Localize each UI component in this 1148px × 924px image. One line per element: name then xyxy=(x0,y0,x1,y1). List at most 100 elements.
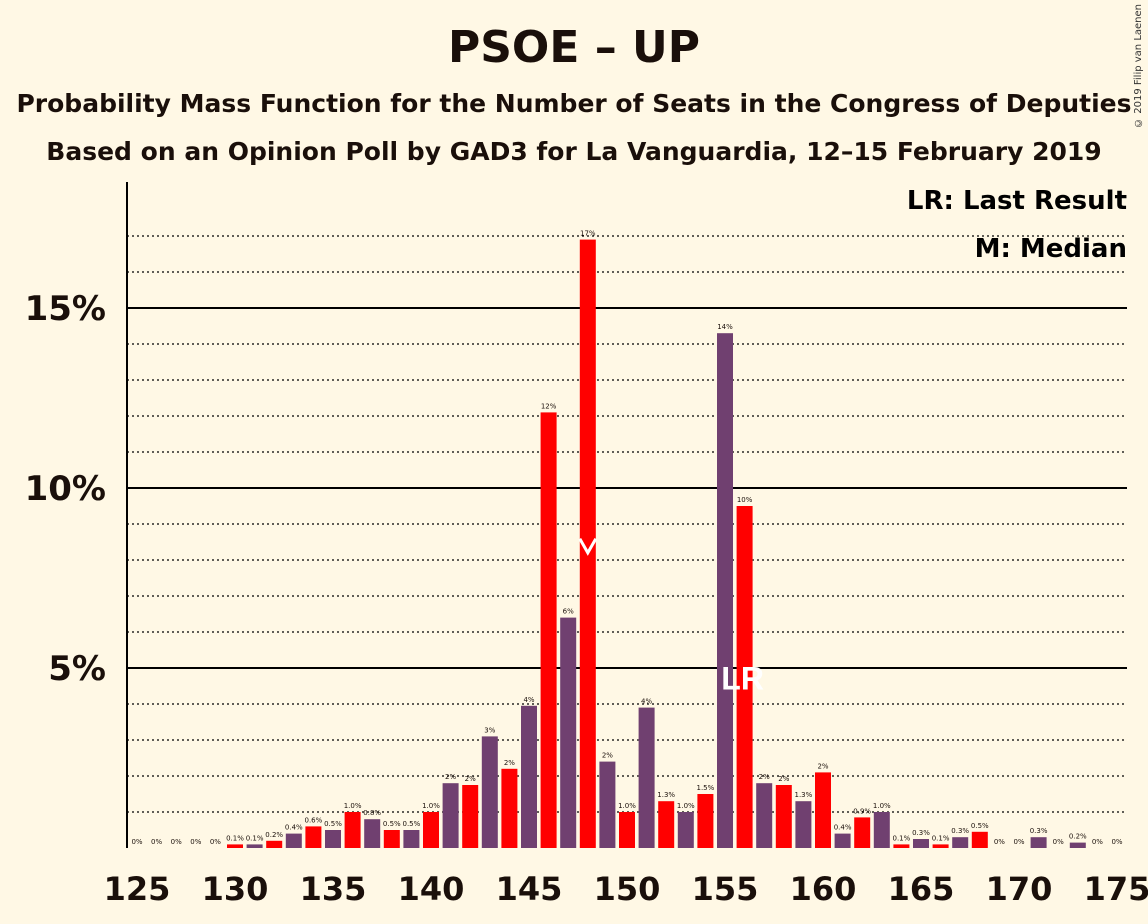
x-tick-label: 150 xyxy=(594,870,661,908)
bar-seat-147 xyxy=(560,617,577,848)
bar-label: 0% xyxy=(994,838,1005,846)
y-tick-label: 10% xyxy=(25,469,106,509)
bar-seat-154 xyxy=(697,794,714,848)
bar-seat-152 xyxy=(658,801,675,848)
bar-label: 0.1% xyxy=(226,834,244,842)
bar-seat-153 xyxy=(677,812,694,848)
bar-label: 10% xyxy=(737,496,753,504)
bar-seat-166 xyxy=(932,844,949,848)
bars xyxy=(227,239,1086,849)
legend-median: M: Median xyxy=(975,234,1127,264)
bar-label: 12% xyxy=(541,402,557,410)
grid-lines xyxy=(127,235,1127,813)
bar-label: 2% xyxy=(465,775,476,783)
bar-seat-163 xyxy=(873,812,890,848)
bar-label: 6% xyxy=(563,608,574,616)
bar-label: 0% xyxy=(210,838,221,846)
bar-seat-145 xyxy=(521,705,537,848)
bar-seat-148 xyxy=(579,239,596,849)
bar-label: 0.1% xyxy=(893,834,911,842)
chart-source-subtitle: Based on an Opinion Poll by GAD3 for La … xyxy=(46,137,1102,166)
bar-label: 4% xyxy=(641,698,652,706)
bar-label: 1.0% xyxy=(344,802,362,810)
bar-label: 0% xyxy=(190,838,201,846)
bar-seat-133 xyxy=(285,833,302,848)
bar-label: 0.1% xyxy=(246,834,264,842)
bar-label: 2% xyxy=(504,759,515,767)
chart-subtitle: Probability Mass Function for the Number… xyxy=(16,89,1132,118)
bar-seat-138 xyxy=(383,830,400,848)
bar-label: 0.5% xyxy=(971,822,989,830)
bar-seat-158 xyxy=(775,785,792,848)
x-tick-label: 135 xyxy=(300,870,367,908)
x-tick-label: 170 xyxy=(986,870,1053,908)
bar-label: 0.9% xyxy=(853,807,871,815)
bar-label: 2% xyxy=(817,762,828,770)
bar-seat-167 xyxy=(952,837,969,848)
bar-label: 0.8% xyxy=(363,809,381,817)
bar-label: 0.5% xyxy=(403,820,421,828)
bar-label: 2% xyxy=(445,773,456,781)
median-marker xyxy=(578,538,598,556)
bar-seat-159 xyxy=(795,801,812,848)
bar-label: 1.3% xyxy=(795,791,813,799)
bar-seat-173 xyxy=(1069,842,1086,848)
bar-label: 0.6% xyxy=(305,816,323,824)
chart-title: PSOE – UP xyxy=(447,22,700,73)
bar-seat-161 xyxy=(834,833,851,848)
markers: LR xyxy=(578,538,764,697)
bar-seat-143 xyxy=(481,736,498,848)
bar-seat-156 xyxy=(736,506,753,848)
bar-seat-140 xyxy=(423,812,439,848)
bar-label: 3% xyxy=(484,726,495,734)
x-tick-label: 145 xyxy=(496,870,563,908)
bar-label: 0.2% xyxy=(1069,833,1087,841)
bar-seat-171 xyxy=(1030,837,1047,848)
x-tick-label: 175 xyxy=(1084,870,1148,908)
bar-seat-146 xyxy=(540,412,557,848)
bar-seat-164 xyxy=(893,844,910,848)
bar-seat-144 xyxy=(501,768,518,848)
bar-label: 2% xyxy=(602,752,613,760)
bar-label: 14% xyxy=(717,323,733,331)
x-tick-label: 165 xyxy=(888,870,955,908)
bar-seat-139 xyxy=(403,830,420,848)
bar-seat-131 xyxy=(246,844,263,848)
bar-seat-168 xyxy=(971,831,988,848)
bar-label: 1.0% xyxy=(677,802,695,810)
bar-seat-136 xyxy=(344,812,361,848)
bar-seat-151 xyxy=(638,707,655,848)
bar-seat-142 xyxy=(462,785,479,848)
bar-label: 0% xyxy=(1053,838,1064,846)
bar-label: 0% xyxy=(171,838,182,846)
bar-value-labels: 0% 0% 0% 0% 0% 0.1% 0.1% 0.2%0.4%0.6% 0.5%1.0%0.… xyxy=(131,230,1122,846)
tick-labels: 125 130 135 140 145 150 155 160 165 170 175 5% 10% 15… xyxy=(25,289,1148,908)
bar-label: 0.4% xyxy=(834,824,852,832)
bar-label: 0% xyxy=(151,838,162,846)
bar-seat-155 xyxy=(717,333,733,848)
bar-label: 0.3% xyxy=(912,829,930,837)
bar-seat-130 xyxy=(227,844,243,848)
bar-label: 1.0% xyxy=(618,802,636,810)
bar-seat-135 xyxy=(325,830,341,848)
bar-label: 1.0% xyxy=(873,802,891,810)
bar-label: 1.3% xyxy=(657,791,675,799)
x-tick-label: 160 xyxy=(790,870,857,908)
bar-label: 0% xyxy=(1013,838,1024,846)
bar-seat-141 xyxy=(442,783,459,848)
x-tick-label: 155 xyxy=(692,870,759,908)
bar-label: 2% xyxy=(778,775,789,783)
x-tick-label: 130 xyxy=(202,870,269,908)
legend-last-result: LR: Last Result xyxy=(907,186,1127,216)
bar-seat-157 xyxy=(756,783,773,848)
bar-label: 4% xyxy=(523,696,534,704)
bar-seat-134 xyxy=(305,826,322,848)
bar-label: 1.0% xyxy=(422,802,440,810)
bar-seat-165 xyxy=(913,839,929,848)
bar-label: 0% xyxy=(1111,838,1122,846)
bar-label: 0.2% xyxy=(265,831,283,839)
bar-seat-149 xyxy=(599,761,616,848)
bar-label: 1.5% xyxy=(697,784,715,792)
bar-label: 0.3% xyxy=(1030,827,1048,835)
